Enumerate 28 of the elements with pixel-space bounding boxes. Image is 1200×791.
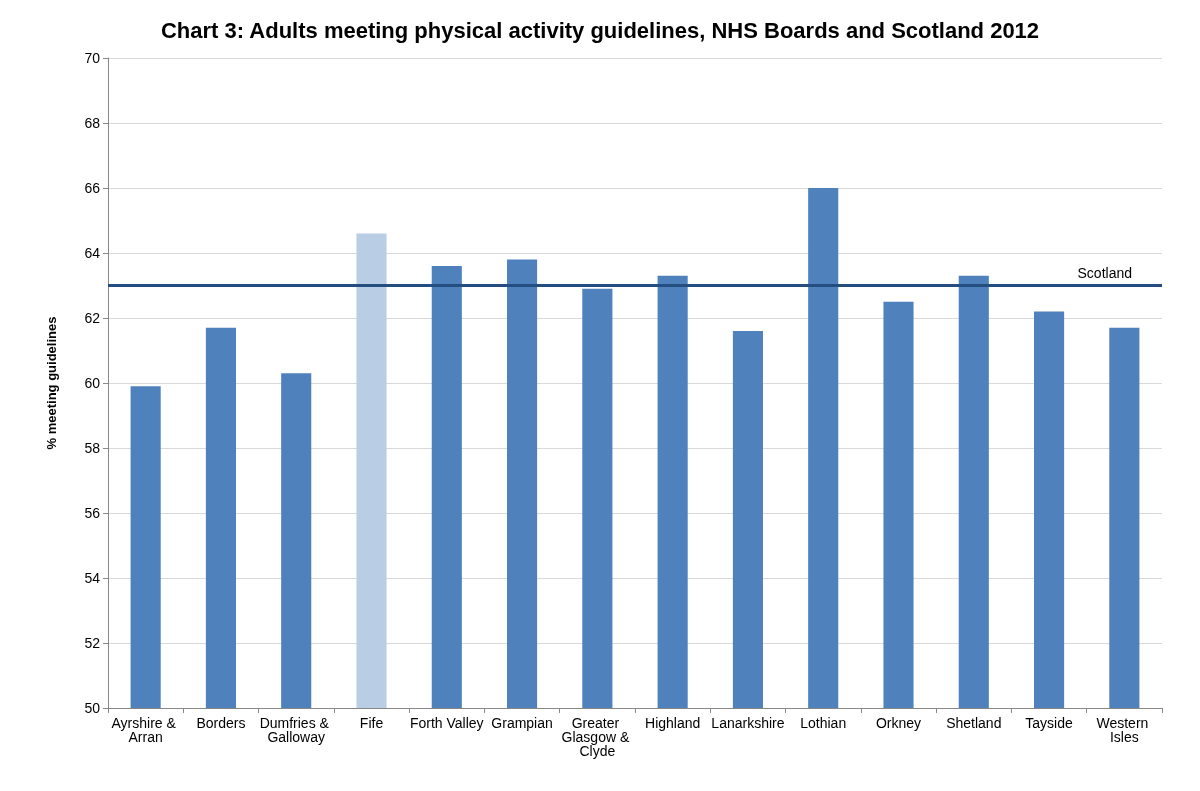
y-tick-label: 68 [84, 115, 101, 131]
y-tick-label: 50 [84, 700, 101, 716]
x-tick-label: Highland [645, 715, 701, 731]
y-tick-label: 66 [84, 180, 101, 196]
y-tick-label: 64 [84, 245, 101, 261]
chart-title: Chart 3: Adults meeting physical activity guidelines, NHS Boards and Scotland 2012 [160, 17, 1040, 43]
x-tick-label: Ayrshire & Arran [111, 715, 180, 745]
ref-line-label: Scotland [1077, 264, 1132, 281]
y-tick-label: 54 [84, 570, 101, 586]
x-tick-label: Lothian [800, 715, 847, 731]
y-tick-label: 62 [84, 310, 101, 326]
y-tick-label: 58 [84, 440, 101, 456]
x-tick-label: Greater Glasgow & Clyde [561, 715, 634, 759]
x-tick-label: Dumfries & Galloway [259, 715, 333, 745]
x-tick-label: Shetland [946, 715, 1002, 731]
x-tick-label: Fife [359, 715, 384, 731]
y-tick-label: 70 [84, 50, 101, 66]
x-tick-label: Forth Valley [409, 715, 484, 731]
y-tick-label: 60 [84, 375, 101, 391]
y-tick-label: 52 [84, 635, 101, 651]
y-axis-title: % meeting guidelines [44, 316, 59, 450]
x-tick-label: Orkney [875, 715, 922, 731]
y-tick-label: 56 [84, 505, 101, 521]
x-tick-label: Borders [196, 715, 246, 731]
x-tick-label: Grampian [491, 715, 553, 731]
x-tick-label: Lanarkshire [711, 715, 785, 731]
x-tick-label: Western Isles [1096, 715, 1153, 745]
x-tick-label: Tayside [1025, 715, 1074, 731]
